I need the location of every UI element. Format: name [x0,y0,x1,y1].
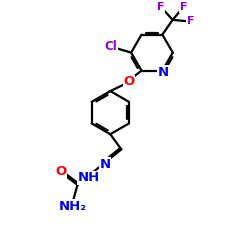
Text: F: F [187,16,194,26]
Text: O: O [55,165,66,178]
Text: NH₂: NH₂ [58,200,87,213]
Text: F: F [180,2,188,12]
Text: F: F [157,2,165,12]
Text: O: O [123,76,134,88]
Text: Cl: Cl [105,40,118,54]
Text: N: N [99,158,110,171]
Text: N: N [158,66,169,79]
Text: NH: NH [78,171,100,184]
